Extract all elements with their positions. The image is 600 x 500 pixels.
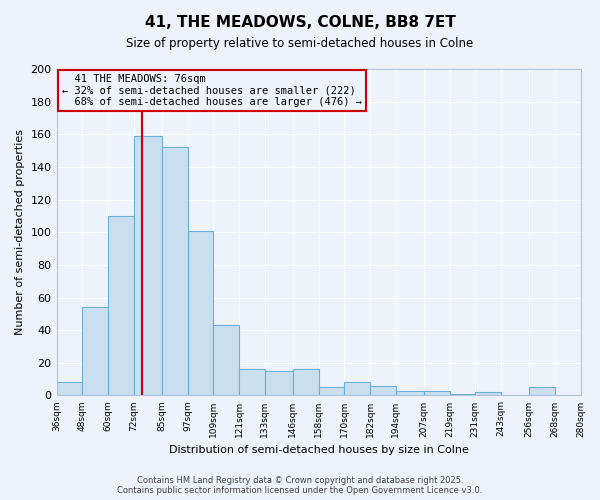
Bar [293,370,319,396]
Bar [162,148,188,396]
Text: 41 THE MEADOWS: 76sqm  
← 32% of semi-detached houses are smaller (222)
  68% of: 41 THE MEADOWS: 76sqm ← 32% of semi-deta… [62,74,362,107]
Bar [424,390,449,396]
Text: Size of property relative to semi-detached houses in Colne: Size of property relative to semi-detach… [127,38,473,51]
Bar [134,136,162,396]
X-axis label: Distribution of semi-detached houses by size in Colne: Distribution of semi-detached houses by … [169,445,469,455]
Text: Contains HM Land Registry data © Crown copyright and database right 2025.
Contai: Contains HM Land Registry data © Crown c… [118,476,482,495]
Bar [265,371,293,396]
Bar [319,388,344,396]
Y-axis label: Number of semi-detached properties: Number of semi-detached properties [15,129,25,335]
Bar [56,382,82,396]
Bar [475,392,501,396]
Bar [188,230,213,396]
Bar [449,394,475,396]
Text: 41, THE MEADOWS, COLNE, BB8 7ET: 41, THE MEADOWS, COLNE, BB8 7ET [145,15,455,30]
Bar [82,308,108,396]
Bar [396,390,424,396]
Bar [239,370,265,396]
Bar [108,216,134,396]
Bar [529,388,555,396]
Bar [213,325,239,396]
Bar [370,386,396,396]
Bar [344,382,370,396]
